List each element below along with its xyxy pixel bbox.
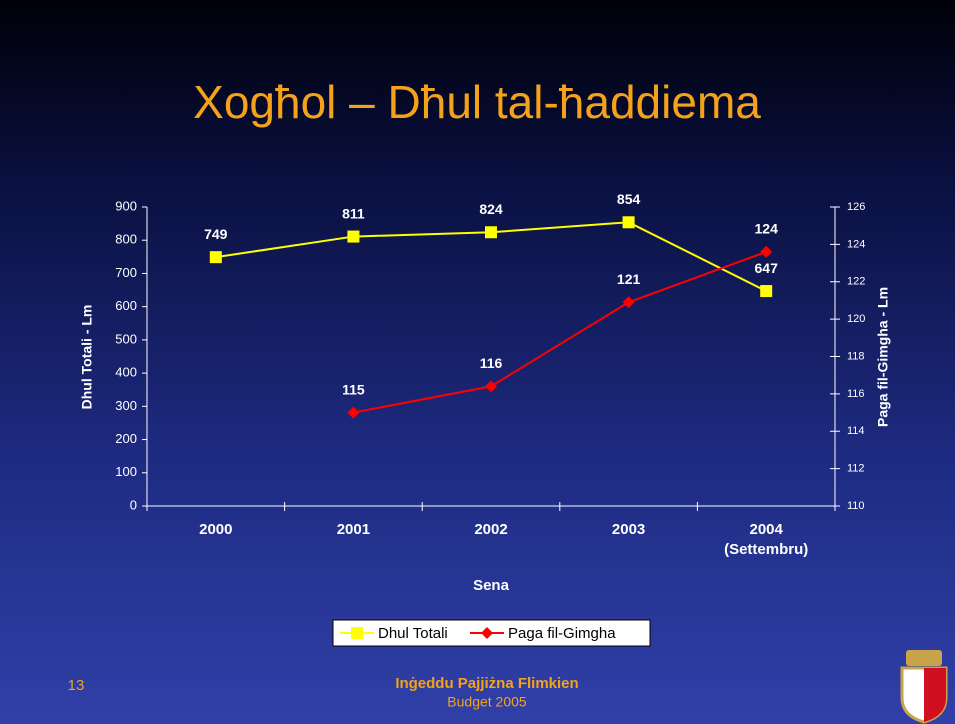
legend-label: Paga fil-Gimgha	[508, 625, 616, 642]
y-tick-label: 500	[115, 331, 137, 346]
marker	[485, 226, 497, 239]
marker	[622, 296, 635, 309]
x-tick-label: 2001	[336, 521, 371, 538]
data-label: 115	[342, 381, 365, 397]
y-tick-label: 100	[115, 464, 137, 479]
marker	[351, 627, 363, 639]
y2-tick-label: 126	[847, 201, 865, 213]
marker	[760, 245, 773, 258]
y2-tick-label: 120	[847, 313, 865, 325]
y-axis-label: Dhul Totali - Lm	[79, 305, 95, 410]
x-tick-label: 2003	[611, 521, 646, 538]
y2-tick-label: 124	[847, 238, 865, 250]
data-label: 854	[617, 191, 641, 207]
marker	[209, 251, 222, 264]
x-tick-label: 2002	[474, 521, 508, 538]
y-tick-label: 200	[115, 431, 137, 446]
legend-label: Dhul Totali	[378, 625, 448, 642]
y-tick-label: 600	[115, 298, 137, 313]
y-tick-label: 400	[115, 365, 137, 380]
y2-tick-label: 116	[847, 388, 865, 400]
x-tick-label: 2004 (Settembru)	[724, 521, 809, 558]
y-tick-label: 800	[115, 232, 137, 247]
marker	[481, 627, 493, 639]
page-number: 13	[68, 677, 85, 694]
marker	[622, 216, 635, 229]
series-line	[353, 250, 767, 414]
x-axis-label: Sena	[473, 577, 510, 594]
y2-tick-label: 114	[847, 425, 865, 437]
y-tick-label: 700	[115, 265, 137, 280]
data-label: 121	[617, 271, 641, 287]
slide-title: Xogħol – Dħul tal-ħaddiema	[193, 76, 761, 128]
data-label: 124	[755, 221, 779, 237]
y2-tick-label: 112	[847, 463, 865, 475]
y-tick-label: 900	[115, 198, 137, 213]
marker	[347, 230, 360, 243]
marker	[760, 285, 773, 298]
marker	[485, 380, 497, 393]
y2-tick-label: 118	[847, 350, 865, 362]
data-label: 749	[204, 226, 228, 242]
y2-tick-label: 110	[847, 500, 865, 512]
marker	[347, 406, 360, 419]
y-tick-label: 300	[115, 398, 137, 413]
coat-of-arms	[900, 650, 948, 724]
y2-tick-label: 122	[847, 276, 865, 288]
x-tick-label: 2000	[199, 521, 233, 538]
budget: Budget 2005	[447, 694, 527, 710]
slogan: Inġeddu Pajjiżna Flimkien	[395, 675, 578, 692]
data-label: 824	[479, 201, 503, 217]
data-label: 116	[480, 355, 503, 371]
y-tick-label: 0	[130, 497, 137, 512]
data-label: 811	[342, 205, 365, 221]
y2-axis-label: Paga fil-Gimgha - Lm	[875, 287, 891, 427]
data-label: 647	[755, 260, 779, 276]
